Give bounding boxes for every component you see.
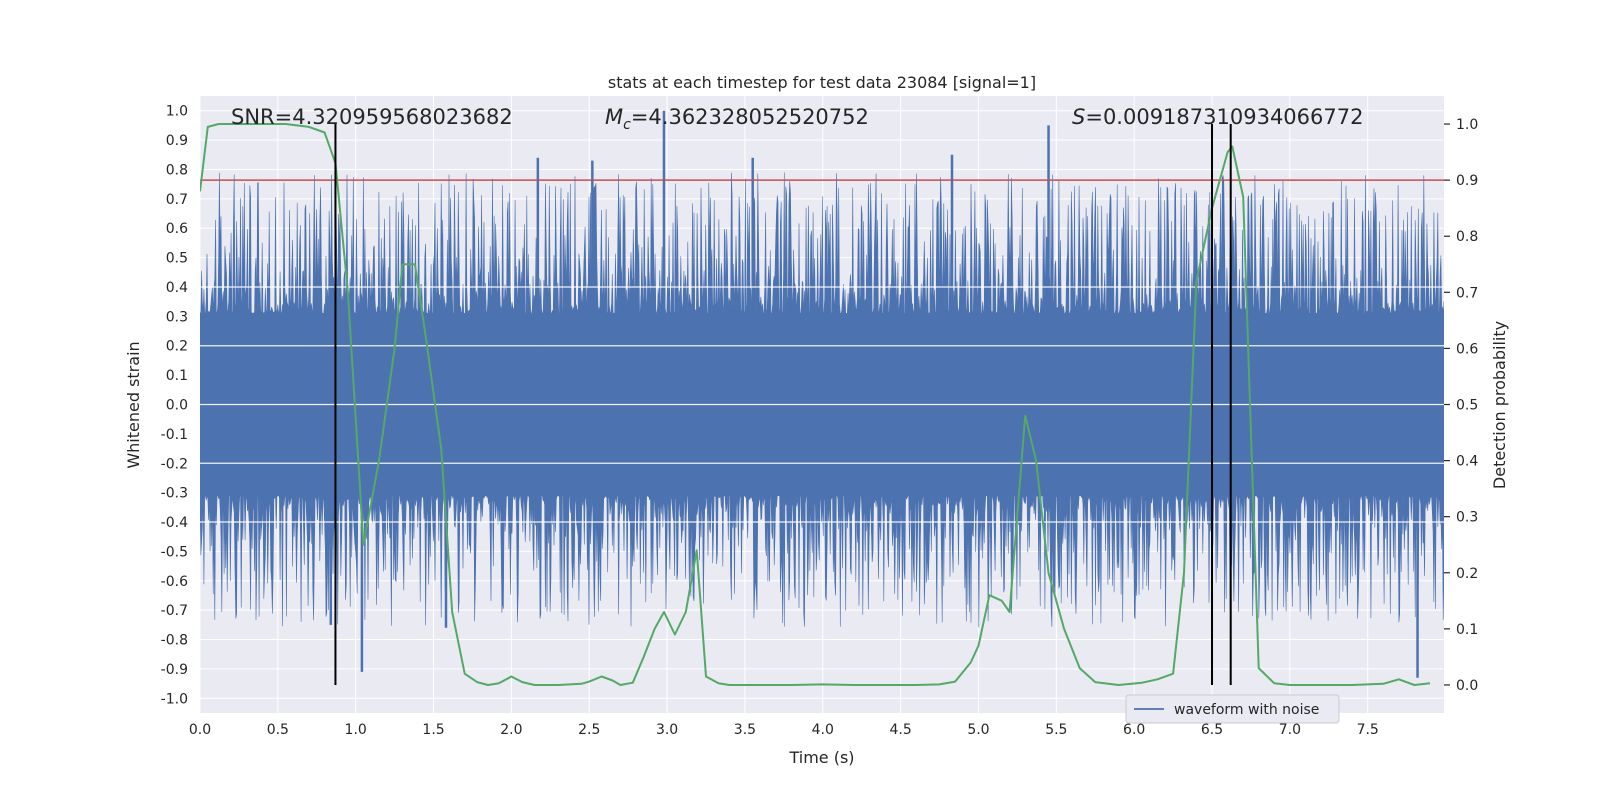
waveform-envelope <box>200 172 1444 628</box>
right-y-tick-label: 0.4 <box>1456 454 1478 470</box>
y-tick-label: 0.1 <box>166 368 188 384</box>
x-tick-label: 0.0 <box>189 722 211 738</box>
y-tick-label: 1.0 <box>166 104 188 120</box>
probability-series <box>200 123 1431 686</box>
right-y-tick-label: 0.1 <box>1456 622 1478 638</box>
probability-line <box>200 123 1431 686</box>
x-tick-label: 2.0 <box>500 722 522 738</box>
right-y-axis-label: Detection probability <box>1490 321 1509 489</box>
y-tick-label: 0.8 <box>166 162 188 178</box>
x-tick-label: 7.5 <box>1357 722 1379 738</box>
x-tick-label: 3.5 <box>734 722 756 738</box>
y-tick-label: -0.7 <box>161 603 188 619</box>
legend-label: waveform with noise <box>1174 702 1319 718</box>
y-axis-label: Whitened strain <box>124 341 143 468</box>
s-symbol: S <box>1072 105 1085 129</box>
y-tick-label: -1.0 <box>161 691 188 707</box>
chirp-mass-annotation: Mc=4.362328052520752 <box>605 105 869 133</box>
legend: waveform with noise <box>1125 694 1340 724</box>
chirp-mass-symbol: M <box>605 105 623 129</box>
x-tick-label: 2.5 <box>578 722 600 738</box>
right-y-tick-label: 1.0 <box>1456 117 1478 133</box>
x-axis-label: Time (s) <box>788 748 854 767</box>
y-tick-label: 0.0 <box>166 398 188 414</box>
snr-annotation: SNR=4.320959568023682 <box>231 105 513 129</box>
s-value: =0.009187310934066772 <box>1085 105 1363 129</box>
detection-vlines <box>334 124 1232 685</box>
right-y-axis-ticks: 1.0 0.9 0.8 0.7 0.6 0.5 0.4 0.3 0.2 0.1 0.0 <box>1444 117 1478 694</box>
x-tick-label: 1.5 <box>422 722 444 738</box>
waveform-series <box>200 110 1444 678</box>
y-tick-label: -0.2 <box>161 456 188 472</box>
x-axis-ticks: 0.0 0.5 1.0 1.5 2.0 2.5 3.0 3.5 4.0 4.5 5.0 5.5 6.0 6… <box>189 722 1379 738</box>
y-tick-label: 0.5 <box>166 251 188 267</box>
right-y-tick-label: 0.2 <box>1456 566 1478 582</box>
x-tick-label: 6.0 <box>1123 722 1145 738</box>
x-tick-label: 4.5 <box>889 722 911 738</box>
x-tick-label: 4.0 <box>812 722 834 738</box>
right-y-tick-label: 0.5 <box>1456 398 1478 414</box>
x-tick-label: 6.5 <box>1201 722 1223 738</box>
chirp-mass-value: =4.362328052520752 <box>631 105 869 129</box>
x-tick-label: 5.5 <box>1045 722 1067 738</box>
y-tick-label: -0.1 <box>161 427 188 443</box>
x-tick-label: 0.5 <box>267 722 289 738</box>
x-tick-label: 5.0 <box>967 722 989 738</box>
y-tick-label: 0.7 <box>166 192 188 208</box>
right-y-tick-label: 0.7 <box>1456 285 1478 301</box>
chart-title: stats at each timestep for test data 230… <box>608 73 1036 92</box>
y-tick-label: 0.9 <box>166 133 188 149</box>
y-tick-label: 0.2 <box>166 339 188 355</box>
right-y-tick-label: 0.9 <box>1456 173 1478 189</box>
y-tick-label: -0.5 <box>161 544 188 560</box>
y-tick-label: -0.6 <box>161 574 188 590</box>
right-y-tick-label: 0.8 <box>1456 229 1478 245</box>
right-y-tick-label: 0.0 <box>1456 678 1478 694</box>
y-tick-label: 0.6 <box>166 221 188 237</box>
y-tick-label: -0.3 <box>161 486 188 502</box>
y-tick-label: -0.9 <box>161 662 188 678</box>
y-tick-label: 0.4 <box>166 280 188 296</box>
right-y-tick-label: 0.3 <box>1456 510 1478 526</box>
y-tick-label: -0.4 <box>161 515 188 531</box>
y-tick-label: 0.3 <box>166 309 188 325</box>
y-tick-label: -0.8 <box>161 633 188 649</box>
x-tick-label: 3.0 <box>656 722 678 738</box>
right-y-tick-label: 0.6 <box>1456 341 1478 357</box>
s-annotation: S=0.009187310934066772 <box>1072 105 1363 129</box>
x-tick-label: 7.0 <box>1279 722 1301 738</box>
legend-box <box>1125 694 1340 724</box>
left-y-axis-ticks: 1.0 0.9 0.8 0.7 0.6 0.5 0.4 0.3 0.2 0.1 0.0 -0.1 -0.… <box>161 104 188 708</box>
x-tick-label: 1.0 <box>345 722 367 738</box>
chirp-mass-subscript: c <box>623 117 631 133</box>
